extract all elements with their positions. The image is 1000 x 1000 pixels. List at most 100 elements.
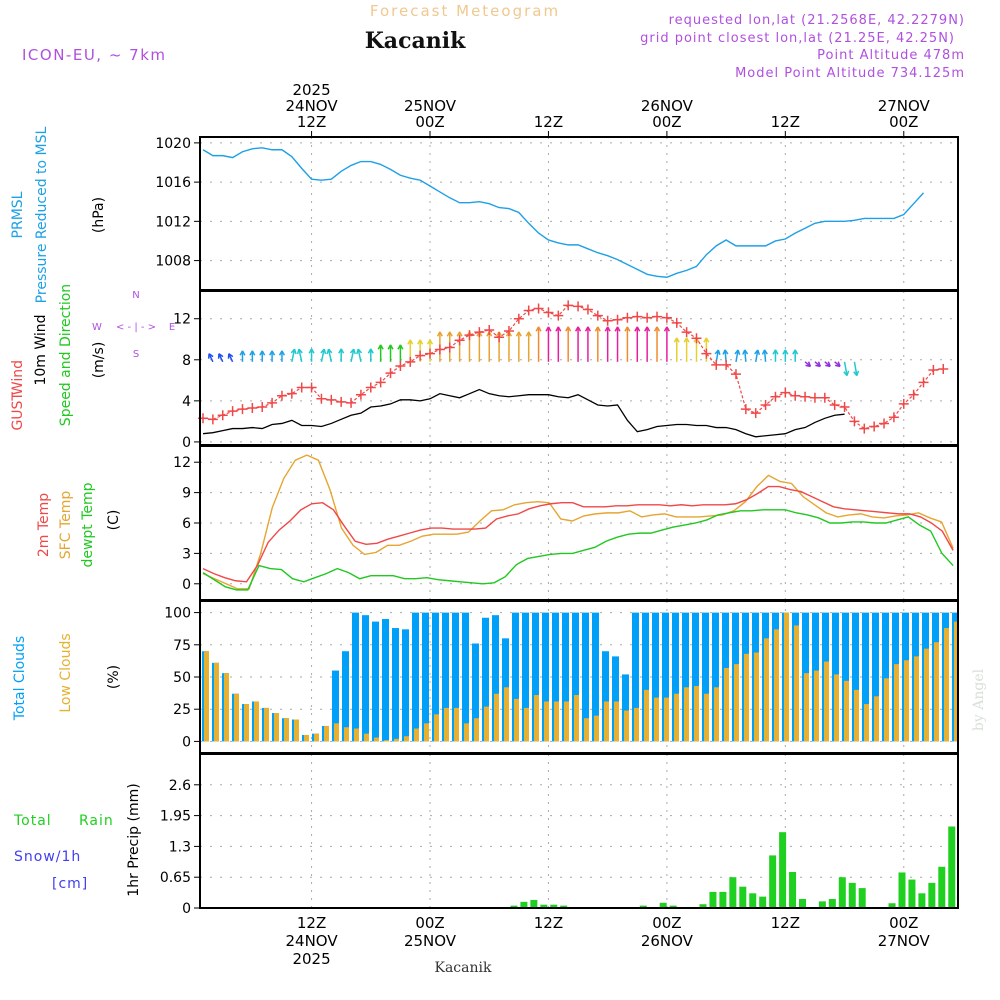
wind-10m-label: 10m Wind <box>33 314 49 385</box>
y-tick-label: 6 <box>182 516 191 532</box>
gust-marker <box>267 397 278 408</box>
gust-marker <box>326 394 337 405</box>
wind-arrow <box>584 326 591 362</box>
bottom-time-label: 26NOV <box>641 932 694 950</box>
point-altitude: Point Altitude 478m <box>817 48 965 63</box>
gust-marker <box>444 342 455 353</box>
dewpt-line <box>202 509 954 591</box>
low-cloud-bar <box>634 707 639 742</box>
wind-arrow-head <box>616 326 621 332</box>
panel-precip <box>194 754 958 909</box>
precip-bar <box>769 855 777 908</box>
top-time-label: 26NOV <box>641 97 694 115</box>
wind-arrow <box>824 361 831 368</box>
bottom-time-label: 12Z <box>534 914 563 932</box>
gust-marker <box>612 314 623 325</box>
low-cloud-bar <box>204 651 209 742</box>
panel-frame <box>199 290 959 446</box>
total-cloud-bar <box>382 619 389 742</box>
low-cloud-bar <box>774 629 779 742</box>
location-title: Kacanik <box>365 28 466 54</box>
precip-bar <box>719 891 727 908</box>
gust-marker <box>365 382 376 393</box>
gust-marker <box>809 392 820 403</box>
low-cloud-bar <box>524 707 529 742</box>
wind-arrow-head <box>281 350 286 356</box>
top-time-label: 24NOV <box>286 97 339 115</box>
wind-arrow-head <box>547 326 552 332</box>
compass-n: N <box>132 290 139 301</box>
total-cloud-bar <box>642 612 649 742</box>
total-cloud-bar <box>702 612 709 742</box>
low-cloud-bar <box>574 695 579 742</box>
wind-arrow-shaft <box>754 349 759 362</box>
gust-marker <box>434 344 445 355</box>
low-cloud-bar <box>474 718 479 742</box>
wind-arrow-head <box>646 326 651 332</box>
wind-arrow <box>754 349 761 362</box>
low-cloud-bar <box>684 687 689 742</box>
total-cloud-bar <box>342 651 349 742</box>
wind-arrow-head <box>557 326 562 332</box>
gust-marker <box>730 369 741 380</box>
gust-marker <box>573 301 584 312</box>
y-tick-label: 0 <box>182 577 191 593</box>
wind-arrow <box>834 361 841 368</box>
wind-arrow <box>505 331 513 362</box>
total-cloud-bar <box>482 617 489 742</box>
low-cloud-bar <box>924 648 929 742</box>
low-cloud-bar <box>824 661 829 742</box>
low-cloud-bar <box>294 719 299 742</box>
low-cloud-bar <box>364 733 369 742</box>
gust-marker <box>691 333 702 344</box>
total-cloud-bar <box>872 612 879 742</box>
precip-bar <box>560 905 568 908</box>
wind-arrow <box>290 348 297 362</box>
gust-marker <box>523 305 534 316</box>
top-time-label: 12Z <box>534 113 563 131</box>
legend-total: Total <box>13 813 52 829</box>
wind-arrow-head <box>389 344 394 350</box>
compass-cross: < - | - > <box>116 322 156 333</box>
total-cloud-bar <box>422 612 429 742</box>
wind-arrow-head <box>597 326 601 332</box>
gust-marker <box>780 387 791 398</box>
wind-arrow-shaft <box>763 349 767 362</box>
top-time-label: 00Z <box>652 113 681 131</box>
low-cloud-bar <box>734 664 739 742</box>
precip-bar <box>709 891 717 908</box>
low-cloud-bar <box>384 740 389 742</box>
precip-label: 1hr Precip (mm) <box>126 783 142 896</box>
wind-arrow-head <box>518 331 522 337</box>
wind-arrow <box>377 344 384 362</box>
top-time-label: 00Z <box>415 113 444 131</box>
gust-marker <box>286 388 297 399</box>
legend-cm: [cm] <box>52 876 88 892</box>
wind-arrow <box>604 326 611 362</box>
gust-marker <box>385 368 396 379</box>
pressure-label-long: Pressure Reduced to MSL <box>34 126 50 303</box>
wind-arrow-head <box>724 349 729 355</box>
low-cloud-bar <box>434 714 439 742</box>
gust-marker <box>543 307 554 318</box>
low-cloud-bar <box>274 713 279 742</box>
y-tick-label: 0 <box>182 734 191 750</box>
low-cloud-bar <box>324 725 329 742</box>
gust-marker <box>316 393 327 404</box>
gust-marker <box>661 312 672 323</box>
wind-arrow-head <box>815 364 821 368</box>
y-tick-label: 8 <box>182 353 191 369</box>
wind-arrow <box>278 350 286 362</box>
wind-arrow-head <box>843 371 848 377</box>
low-cloud-bar <box>704 693 709 742</box>
gust-marker <box>425 348 436 359</box>
wind-arrow <box>614 326 621 362</box>
low-cloud-bar <box>954 621 959 742</box>
wind-gust-label-2: GUST <box>10 392 26 431</box>
gust-marker <box>879 418 890 429</box>
total-cloud-bar <box>572 612 579 742</box>
total-cloud-bar <box>682 612 689 742</box>
y-tick-label: 0 <box>182 435 191 451</box>
wind-arrow-head <box>310 348 315 354</box>
gust-marker <box>484 325 495 336</box>
